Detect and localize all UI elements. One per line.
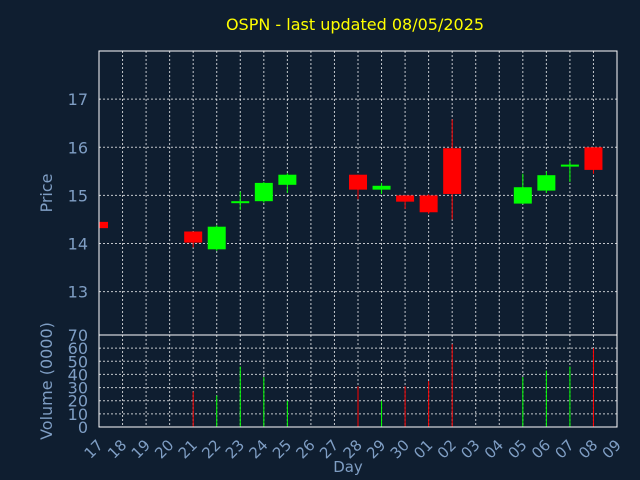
candle-24 [254, 181, 273, 203]
candle-body [584, 147, 603, 170]
candle-body [231, 201, 250, 204]
candle-25 [278, 173, 297, 193]
x-axis-label: Day [333, 458, 363, 476]
candle-body [254, 182, 273, 202]
price-axis-label: Price [37, 173, 56, 212]
candle-body [207, 226, 226, 250]
candle-06 [537, 171, 556, 193]
chart-title: OSPN - last updated 08/05/2025 [226, 15, 484, 34]
candle-22 [207, 225, 226, 251]
volume-axis-label: Volume (0000) [37, 322, 56, 440]
price-axis-ticks: 13 14 15 16 17 [68, 90, 88, 302]
candle-23 [231, 191, 250, 210]
candle-body [372, 185, 391, 190]
candle-body [513, 187, 532, 204]
volume-series [192, 344, 594, 427]
candle-body [443, 148, 462, 194]
volume-tick-label: 30 [68, 379, 88, 398]
price-tick-label: 15 [68, 186, 88, 205]
candle-07 [560, 160, 579, 182]
volume-tick-label: 50 [68, 352, 88, 371]
candle-body [396, 195, 415, 202]
volume-tick-label: 70 [68, 326, 88, 345]
candle-30 [396, 195, 415, 209]
price-gridlines [99, 51, 617, 335]
price-tick-label: 13 [68, 283, 88, 302]
volume-plot-frame [98, 334, 618, 428]
price-tick-label: 17 [68, 90, 88, 109]
volume-tick-label: 40 [68, 365, 88, 384]
volume-tick-label: 0 [78, 418, 88, 437]
candle-08 [584, 147, 603, 174]
candle-body [419, 195, 438, 213]
candle-body [278, 174, 297, 185]
volume-tick-label: 10 [68, 405, 88, 424]
candle-body [99, 221, 108, 229]
candle-29 [372, 182, 391, 194]
candle-01 [419, 194, 438, 214]
candle-body [560, 164, 579, 167]
candle-body [184, 231, 203, 243]
candlestick-series [98, 119, 603, 251]
candle-body [537, 175, 556, 191]
volume-tick-label: 60 [68, 339, 88, 358]
price-tick-label: 14 [68, 235, 88, 254]
candle-body [349, 174, 367, 190]
candle-21 [184, 231, 203, 248]
candle-17 [98, 221, 108, 230]
candle-28 [349, 174, 367, 200]
volume-tick-label: 20 [68, 392, 88, 411]
candle-05 [513, 173, 532, 205]
price-tick-label: 16 [68, 138, 88, 157]
candle-02 [443, 119, 462, 220]
